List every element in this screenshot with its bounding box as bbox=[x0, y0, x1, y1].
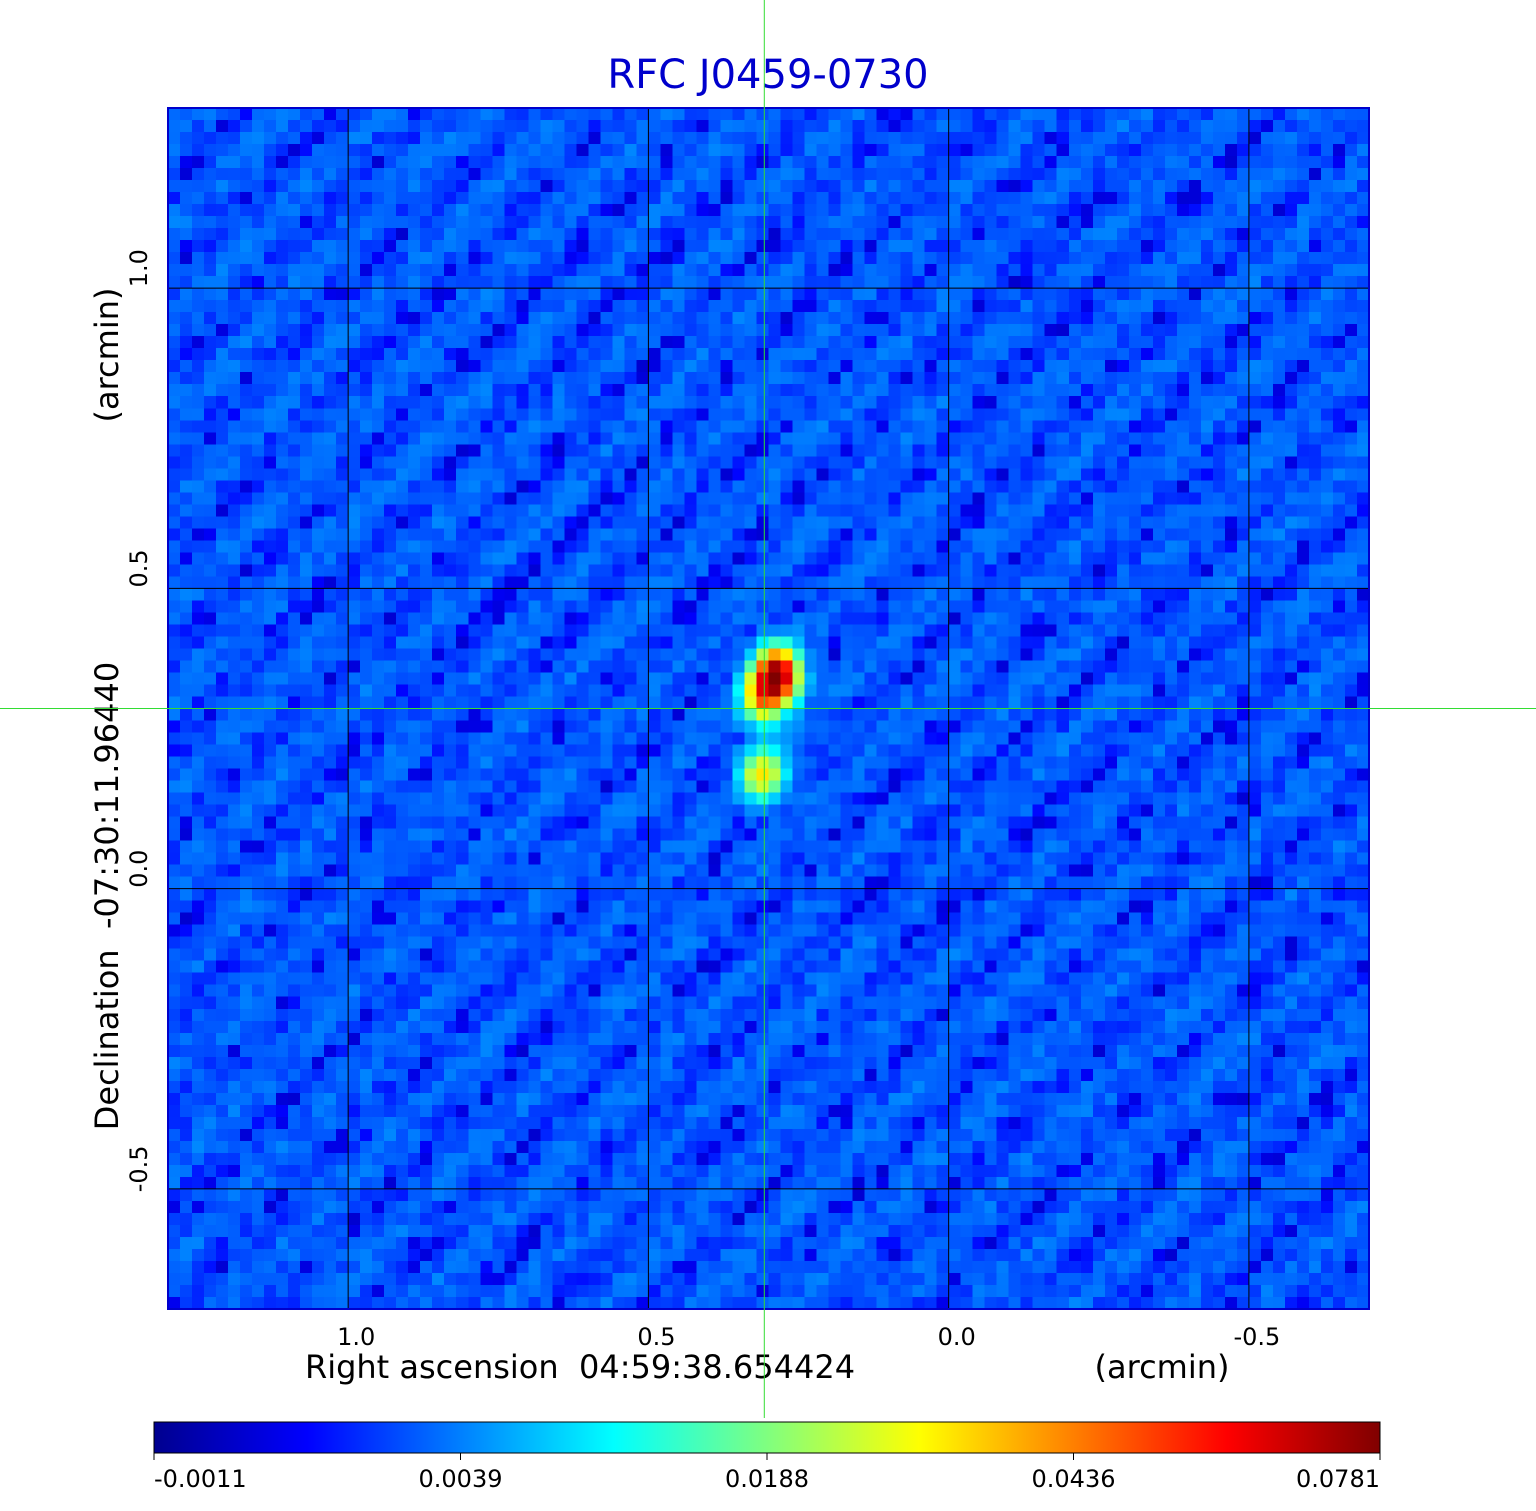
x-axis-label: Right ascension 04:59:38.654424 bbox=[305, 1348, 855, 1386]
chart-title: RFC J0459-0730 bbox=[607, 52, 928, 98]
x-axis-unit: (arcmin) bbox=[1095, 1348, 1230, 1386]
x-tick-labels: 1.0 0.5 0.0 -0.5 bbox=[337, 1323, 1280, 1351]
colorbar-tick-label: 0.0781 bbox=[1296, 1465, 1380, 1493]
y-tick-labels: 1.0 0.5 0.0 -0.5 bbox=[125, 249, 153, 1192]
x-tick-label: 0.5 bbox=[637, 1323, 675, 1351]
y-tick-label: 1.0 bbox=[125, 249, 153, 287]
colorbar-tick-label: -0.0011 bbox=[154, 1465, 247, 1493]
y-tick-label: -0.5 bbox=[125, 1145, 153, 1192]
x-tick-label: 0.0 bbox=[938, 1323, 976, 1351]
colorbar-tick-labels: -0.0011 0.0039 0.0188 0.0436 0.0781 bbox=[153, 1453, 1381, 1493]
y-axis-label: Declination -07:30:11.96440 bbox=[88, 662, 126, 1130]
y-tick-label: 0.0 bbox=[125, 850, 153, 888]
colorbar-gradient bbox=[153, 1421, 1381, 1454]
crosshair bbox=[0, 0, 1536, 1418]
colorbar-tick-label: 0.0188 bbox=[725, 1465, 809, 1493]
colorbar-tick-label: 0.0039 bbox=[419, 1465, 503, 1493]
y-tick-label: 0.5 bbox=[125, 549, 153, 587]
colorbar: -0.0011 0.0039 0.0188 0.0436 0.0781 bbox=[153, 1421, 1381, 1493]
x-tick-label: -0.5 bbox=[1233, 1323, 1280, 1351]
colorbar-tick-label: 0.0436 bbox=[1032, 1465, 1116, 1493]
x-tick-label: 1.0 bbox=[337, 1323, 375, 1351]
y-axis-unit: (arcmin) bbox=[88, 288, 126, 423]
